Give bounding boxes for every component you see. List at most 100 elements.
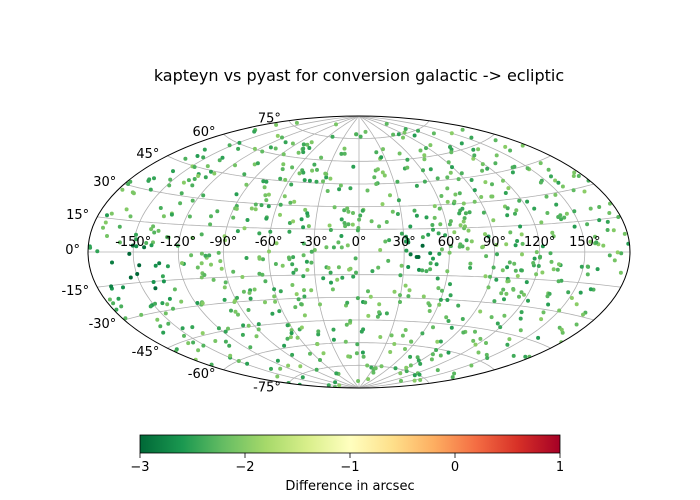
data-point [342, 221, 347, 225]
data-point [418, 361, 423, 366]
data-point [200, 301, 205, 306]
data-point [257, 271, 262, 276]
data-point [266, 204, 271, 209]
data-point [370, 269, 375, 274]
data-point [464, 238, 469, 243]
data-point [377, 310, 382, 315]
data-point [152, 176, 156, 181]
data-point [345, 206, 350, 211]
data-point [209, 169, 213, 174]
data-point [572, 209, 577, 214]
data-point [522, 292, 526, 297]
data-point [200, 331, 205, 336]
data-point [114, 307, 119, 312]
data-point [332, 205, 337, 210]
x-tick-label: -150° [115, 235, 151, 250]
data-point [331, 245, 336, 250]
data-point [103, 220, 108, 225]
data-point [315, 342, 320, 347]
data-point [227, 343, 232, 348]
data-point [307, 146, 312, 150]
data-point [556, 279, 561, 284]
data-point [446, 350, 451, 355]
data-point [240, 332, 245, 337]
data-point [594, 240, 599, 245]
data-point [301, 170, 306, 175]
data-point [207, 253, 212, 258]
data-point [383, 239, 388, 244]
y-tick-labels: 75° 60° 45° 30° 15° 0° -15° -30° -45° -60° -75° [61, 112, 280, 396]
data-point [290, 165, 295, 170]
y-tick-label: -45° [132, 345, 160, 360]
data-point [536, 335, 541, 340]
data-point [301, 225, 306, 230]
data-point [264, 198, 269, 203]
data-point [399, 263, 404, 268]
data-point [365, 188, 370, 193]
data-point [539, 317, 544, 322]
colorbar-tick-label: 1 [556, 460, 564, 475]
data-point [373, 366, 378, 371]
data-point [404, 369, 409, 374]
data-point [325, 189, 330, 193]
data-point [124, 207, 129, 212]
data-point [450, 165, 454, 170]
data-point [291, 255, 296, 260]
data-point [486, 285, 491, 290]
data-point [424, 146, 428, 151]
data-point [622, 231, 627, 236]
data-point [538, 180, 543, 185]
data-point [223, 280, 228, 285]
data-point [181, 180, 186, 185]
data-point [336, 265, 341, 270]
data-point [405, 157, 410, 162]
data-point [147, 177, 152, 182]
data-point [545, 211, 550, 215]
data-point [372, 175, 377, 180]
data-point [294, 292, 299, 297]
data-point [257, 231, 262, 236]
parallel-gridline [223, 133, 495, 162]
data-point [427, 309, 432, 313]
data-point [557, 308, 562, 313]
data-point [371, 370, 376, 375]
data-point [448, 219, 453, 224]
data-point [278, 366, 283, 371]
data-point [449, 325, 454, 330]
data-point [203, 253, 208, 258]
data-point [289, 331, 294, 336]
data-point [476, 350, 481, 355]
data-point [473, 342, 478, 347]
data-point [312, 162, 317, 167]
data-point [222, 285, 227, 290]
data-point [203, 175, 208, 180]
data-point [195, 154, 200, 158]
data-point [483, 274, 488, 279]
data-point [261, 179, 266, 184]
data-point [586, 264, 591, 269]
data-point [196, 348, 201, 353]
data-point [465, 246, 470, 251]
data-point [448, 293, 453, 298]
data-point [246, 308, 251, 312]
y-tick-label: 15° [66, 208, 89, 223]
data-point [156, 228, 161, 233]
data-point [209, 262, 213, 267]
data-point [354, 270, 358, 275]
data-point [519, 310, 524, 315]
data-point [165, 302, 170, 307]
data-point [231, 215, 236, 220]
data-point [480, 162, 485, 167]
data-point [95, 249, 100, 254]
colorbar: −3 −2 −1 0 1 Difference in arcsec [130, 434, 564, 494]
data-point [469, 178, 474, 182]
data-point [507, 337, 512, 342]
data-point [605, 219, 610, 224]
data-point [302, 178, 307, 183]
data-point [302, 313, 307, 318]
data-point [471, 338, 476, 343]
data-point [402, 130, 407, 135]
data-point [365, 363, 370, 368]
data-point [512, 261, 517, 266]
data-point [171, 169, 175, 174]
